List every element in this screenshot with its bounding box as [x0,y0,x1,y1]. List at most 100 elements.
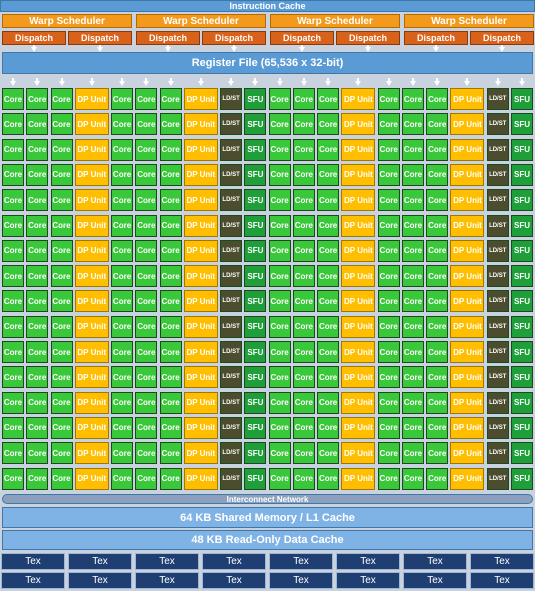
unit-core: Core [317,239,340,262]
unit-sfu: SFU [244,467,267,490]
unit-dp: DP Unit [183,88,218,110]
arrow-head [143,81,150,86]
unit-sfu: SFU [244,88,267,110]
unit-core: Core [292,214,315,237]
unit-ld: LD/ST [220,366,243,389]
unit-core: Core [2,366,24,389]
arrow-head [385,81,392,86]
arrow-stem [60,78,63,82]
unit-core: Core [401,88,424,110]
unit-sfu: SFU [511,265,533,288]
unit-core: Core [50,163,73,186]
unit-core: Core [2,138,24,161]
unit-core: Core [111,290,134,313]
warp-scheduler: Warp Scheduler [2,14,132,28]
tex-unit: Tex [135,572,199,589]
unit-core: Core [317,163,340,186]
unit-core: Core [2,416,24,439]
unit-dp: DP Unit [450,138,485,161]
unit-core: Core [26,366,49,389]
unit-dp: DP Unit [341,214,376,237]
unit-core: Core [292,467,315,490]
unit-core: Core [292,442,315,465]
unit-core: Core [135,138,158,161]
unit-core: Core [135,214,158,237]
dispatch-unit: Dispatch [470,31,534,45]
unit-dp: DP Unit [74,113,109,136]
arrow-head [409,81,416,86]
unit-sfu: SFU [511,442,533,465]
unit-core: Core [292,290,315,313]
unit-core: Core [377,88,400,110]
unit-core: Core [292,239,315,262]
unit-core: Core [401,214,424,237]
arrow-stem [278,78,281,82]
read-only-cache: 48 KB Read-Only Data Cache [2,530,533,550]
unit-dp: DP Unit [450,189,485,212]
unit-core: Core [377,214,400,237]
arrow-head [464,81,471,86]
unit-sfu: SFU [244,442,267,465]
unit-sfu: SFU [244,416,267,439]
unit-core: Core [401,341,424,363]
unit-core: Core [426,315,449,338]
arrow-head [119,81,126,86]
unit-core: Core [159,214,182,237]
unit-sfu: SFU [244,391,267,414]
unit-core: Core [317,315,340,338]
unit-dp: DP Unit [183,315,218,338]
tex-unit: Tex [403,553,467,570]
unit-core: Core [317,189,340,212]
tex-unit: Tex [202,572,266,589]
unit-core: Core [135,265,158,288]
warp-scheduler: Warp Scheduler [270,14,400,28]
arrow-stem [387,78,390,82]
arrow-head [494,81,501,86]
unit-sfu: SFU [511,88,533,110]
unit-core: Core [401,391,424,414]
arrow-stem [367,45,369,48]
unit-ld: LD/ST [486,467,509,490]
unit-dp: DP Unit [341,315,376,338]
unit-sfu: SFU [244,341,267,363]
arrow-head [499,47,505,52]
unit-dp: DP Unit [341,391,376,414]
unit-ld: LD/ST [220,341,243,363]
unit-core: Core [135,366,158,389]
arrow-head [276,81,283,86]
unit-ld: LD/ST [220,189,243,212]
unit-core: Core [2,239,24,262]
register-file: Register File (65,536 x 32-bit) [2,52,533,74]
unit-core: Core [159,315,182,338]
unit-core: Core [317,366,340,389]
unit-dp: DP Unit [183,467,218,490]
unit-core: Core [50,467,73,490]
unit-dp: DP Unit [183,442,218,465]
unit-core: Core [426,239,449,262]
unit-core: Core [377,265,400,288]
unit-core: Core [377,315,400,338]
dispatch-unit: Dispatch [68,31,132,45]
unit-dp: DP Unit [450,467,485,490]
unit-core: Core [159,290,182,313]
unit-core: Core [135,442,158,465]
unit-core: Core [111,189,134,212]
unit-core: Core [135,467,158,490]
unit-ld: LD/ST [486,138,509,161]
instruction-cache: Instruction Cache [0,0,535,12]
unit-ld: LD/ST [486,88,509,110]
unit-core: Core [26,88,49,110]
unit-core: Core [317,341,340,363]
unit-ld: LD/ST [486,416,509,439]
unit-core: Core [26,163,49,186]
unit-core: Core [135,239,158,262]
unit-core: Core [111,315,134,338]
tex-unit: Tex [135,553,199,570]
arrow-head [34,81,41,86]
unit-core: Core [2,290,24,313]
unit-core: Core [26,467,49,490]
arrow-head [325,81,332,86]
unit-sfu: SFU [511,366,533,389]
unit-core: Core [50,442,73,465]
unit-ld: LD/ST [220,290,243,313]
